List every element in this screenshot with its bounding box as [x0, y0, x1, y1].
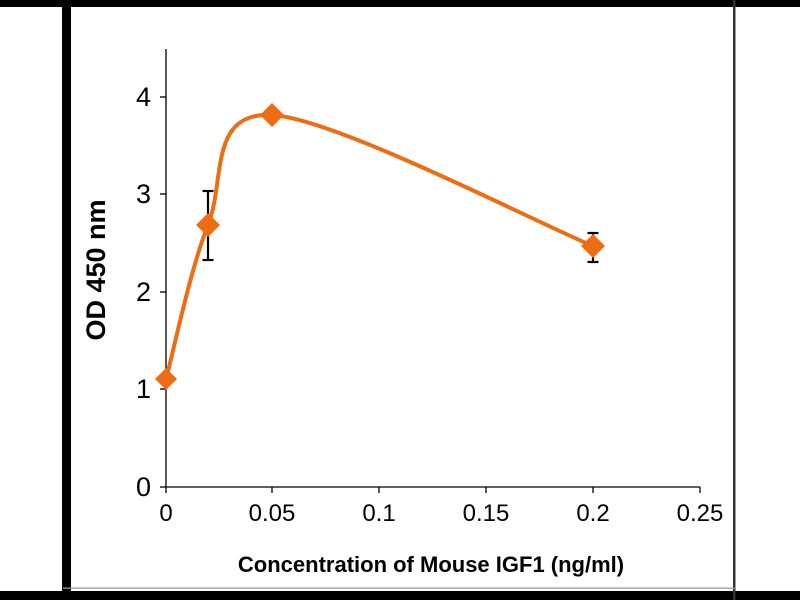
svg-text:3: 3 [136, 179, 151, 209]
svg-text:0: 0 [159, 500, 172, 527]
svg-text:OD 450 nm: OD 450 nm [81, 199, 111, 340]
svg-text:0.25: 0.25 [677, 500, 724, 527]
svg-text:0.15: 0.15 [463, 500, 510, 527]
svg-text:2: 2 [136, 277, 151, 307]
svg-text:0.05: 0.05 [249, 500, 296, 527]
svg-text:0.2: 0.2 [576, 500, 609, 527]
svg-text:1: 1 [136, 374, 151, 404]
svg-text:Concentration of Mouse IGF1 (n: Concentration of Mouse IGF1 (ng/ml) [238, 552, 624, 577]
svg-text:4: 4 [136, 82, 151, 112]
svg-text:0: 0 [136, 472, 151, 502]
svg-text:0.1: 0.1 [362, 500, 395, 527]
